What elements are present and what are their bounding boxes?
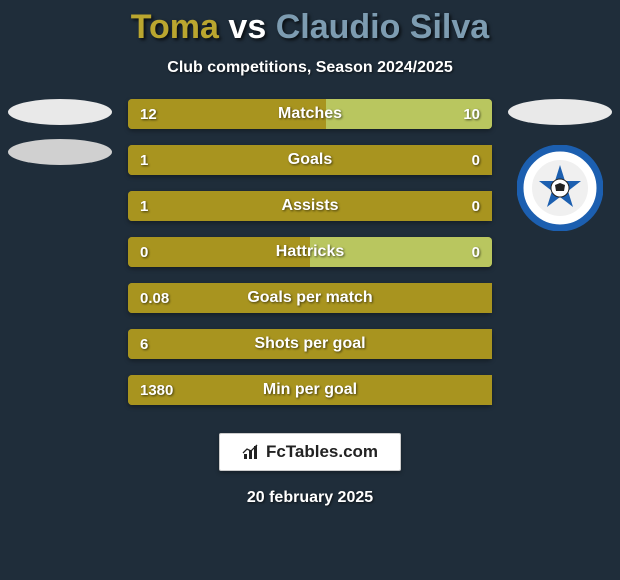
- bar-label: Matches: [278, 105, 342, 123]
- bar-value-left: 0.08: [140, 290, 169, 307]
- left-ellipse-top: [8, 99, 112, 125]
- stat-bar-row: 1 Goals 0: [128, 145, 492, 175]
- bar-value-right: 0: [472, 198, 480, 215]
- comparison-section: 12 Matches 10 1 Goals 0 1 Assists 0 0 Hattricks 0 0.…: [0, 99, 620, 405]
- bar-label: Hattricks: [276, 243, 344, 261]
- stat-bar-row: 0.08 Goals per match: [128, 283, 492, 313]
- subtitle: Club competitions, Season 2024/2025: [167, 59, 452, 77]
- bar-label: Goals per match: [247, 289, 372, 307]
- stat-bar-row: 0 Hattricks 0: [128, 237, 492, 267]
- bar-value-left: 1: [140, 198, 148, 215]
- club-crest-icon: [517, 145, 603, 231]
- bar-value-left: 1380: [140, 382, 173, 399]
- right-side-column: [500, 99, 620, 231]
- bar-label: Assists: [282, 197, 339, 215]
- bar-value-left: 0: [140, 244, 148, 261]
- bar-value-right: 10: [463, 106, 480, 123]
- left-side-column: [0, 99, 120, 165]
- bar-value-left: 12: [140, 106, 157, 123]
- content-root: Toma vs Claudio Silva Club competitions,…: [0, 0, 620, 580]
- bar-value-left: 1: [140, 152, 148, 169]
- date-label: 20 february 2025: [247, 489, 373, 507]
- chart-icon: [242, 443, 260, 461]
- bars-container: 12 Matches 10 1 Goals 0 1 Assists 0 0 Hattricks 0 0.…: [120, 99, 500, 405]
- stat-bar-row: 1380 Min per goal: [128, 375, 492, 405]
- bar-value-right: 0: [472, 244, 480, 261]
- bar-label: Min per goal: [263, 381, 357, 399]
- title-player2: Claudio Silva: [276, 8, 490, 46]
- bar-value-left: 6: [140, 336, 148, 353]
- left-ellipse-bottom: [8, 139, 112, 165]
- title-player1: Toma: [131, 8, 219, 46]
- watermark-text: FcTables.com: [266, 442, 378, 462]
- bar-label: Shots per goal: [254, 335, 365, 353]
- title-vs: vs: [228, 8, 266, 46]
- watermark: FcTables.com: [219, 433, 401, 471]
- stat-bar-row: 12 Matches 10: [128, 99, 492, 129]
- right-ellipse: [508, 99, 612, 125]
- bar-label: Goals: [288, 151, 332, 169]
- page-title: Toma vs Claudio Silva: [131, 8, 489, 47]
- bar-value-right: 0: [472, 152, 480, 169]
- stat-bar-row: 6 Shots per goal: [128, 329, 492, 359]
- stat-bar-row: 1 Assists 0: [128, 191, 492, 221]
